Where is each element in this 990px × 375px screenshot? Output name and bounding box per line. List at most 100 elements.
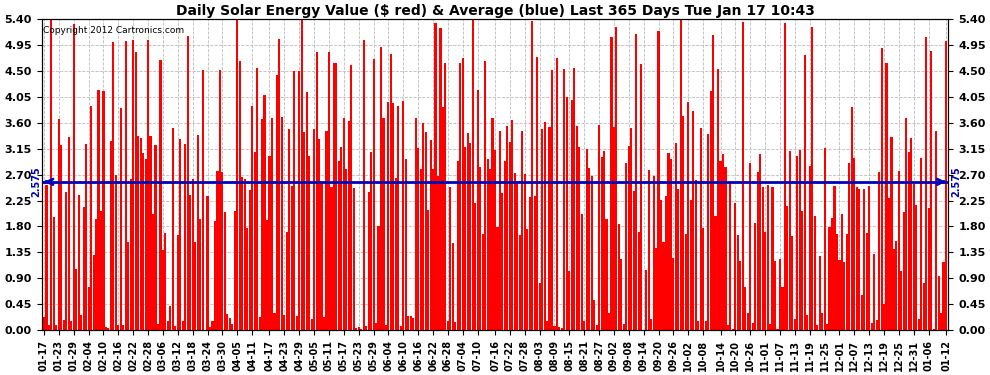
Bar [474,202,476,330]
Bar [291,186,293,330]
Bar [392,104,394,330]
Bar [633,190,635,330]
Bar [336,63,338,330]
Bar [680,20,682,330]
Bar [829,227,831,330]
Bar [341,147,343,330]
Bar [224,211,226,330]
Bar [588,168,590,330]
Bar [836,234,838,330]
Bar [541,129,544,330]
Bar [546,321,548,330]
Bar [278,39,280,330]
Bar [159,60,161,330]
Bar [199,219,201,330]
Bar [754,223,756,330]
Bar [55,325,57,330]
Bar [234,211,236,330]
Bar [405,159,407,330]
Bar [489,169,491,330]
Bar [400,326,402,330]
Bar [326,130,328,330]
Bar [665,195,667,330]
Bar [256,68,258,330]
Bar [464,147,466,330]
Bar [148,40,149,330]
Bar [799,150,801,330]
Bar [214,221,216,330]
Bar [365,326,367,330]
Bar [179,139,181,330]
Bar [229,318,231,330]
Bar [486,159,489,330]
Bar [387,102,389,330]
Bar [735,203,737,330]
Bar [710,91,712,330]
Bar [496,227,499,330]
Bar [883,304,885,330]
Bar [318,139,320,330]
Bar [893,249,895,330]
Bar [346,168,347,330]
Bar [855,187,858,330]
Bar [730,183,732,330]
Bar [449,187,451,330]
Bar [87,286,90,330]
Bar [217,171,219,330]
Bar [544,122,545,330]
Bar [940,313,942,330]
Bar [868,186,870,330]
Bar [744,287,746,330]
Bar [685,234,687,330]
Bar [581,214,583,330]
Bar [454,322,456,330]
Bar [410,316,412,330]
Bar [97,90,100,330]
Bar [647,170,649,330]
Bar [412,318,414,330]
Bar [427,210,429,330]
Bar [839,260,841,330]
Bar [308,156,310,330]
Bar [435,23,437,330]
Bar [95,219,97,330]
Bar [920,158,923,330]
Bar [350,65,352,330]
Bar [167,321,169,330]
Bar [655,248,657,330]
Bar [908,152,910,330]
Bar [715,216,717,330]
Bar [182,321,184,330]
Bar [578,147,580,330]
Bar [626,163,628,330]
Bar [494,150,496,330]
Bar [461,58,464,330]
Bar [62,320,65,330]
Bar [390,54,392,330]
Bar [645,270,647,330]
Bar [50,20,52,330]
Bar [227,314,229,330]
Bar [885,63,888,330]
Bar [776,329,778,330]
Bar [476,90,479,330]
Bar [415,118,417,330]
Bar [82,207,85,330]
Bar [591,176,593,330]
Bar [172,128,174,330]
Bar [571,100,573,330]
Bar [120,108,122,330]
Bar [385,325,387,330]
Bar [135,53,137,330]
Bar [347,121,349,330]
Bar [117,325,120,330]
Bar [251,106,253,330]
Bar [197,135,199,330]
Bar [377,226,379,330]
Bar [127,242,130,330]
Bar [923,283,925,330]
Bar [601,158,603,330]
Bar [125,41,127,330]
Bar [858,189,860,330]
Bar [85,144,87,330]
